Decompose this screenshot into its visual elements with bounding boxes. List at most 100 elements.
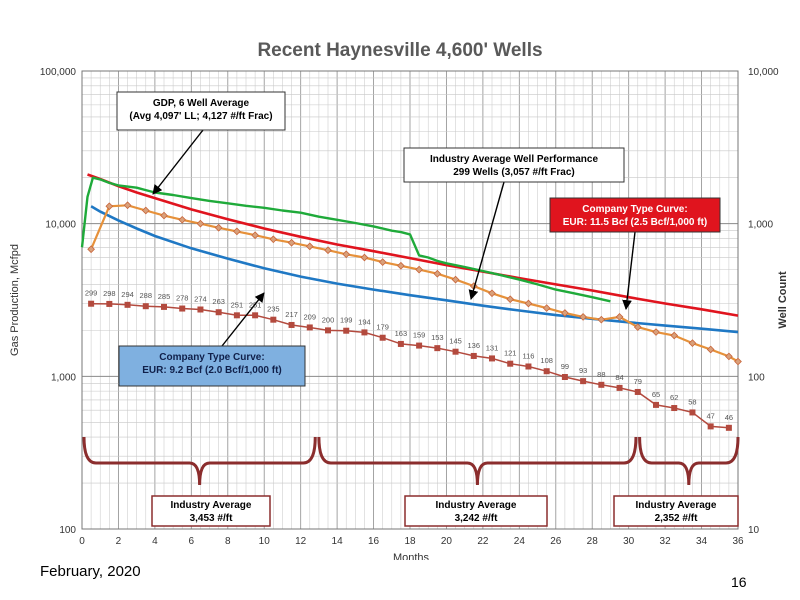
well-count-marker: [489, 355, 495, 362]
haynesville-chart: Recent Haynesville 4,600' Wells 0 2 4 6 8 10 1…: [9, 40, 789, 564]
industry-average-marker: [542, 304, 551, 312]
industry-average-marker: [633, 323, 642, 332]
well-count-data-label: 153: [431, 333, 444, 342]
well-count-marker: [270, 316, 277, 323]
well-count-marker: [580, 378, 587, 385]
x-tick-label: 36: [732, 536, 744, 547]
well-count-data-label: 209: [304, 312, 317, 321]
well-count-marker: [543, 368, 550, 375]
well-count-marker: [616, 384, 623, 391]
callout-box-gdp: [116, 91, 286, 131]
well-count-data-label: 93: [579, 366, 587, 375]
y-right-tick-label: 10,000: [748, 67, 779, 78]
y-right-tick-label: 100: [748, 372, 765, 383]
x-axis-label: Months: [393, 552, 430, 560]
well-count-data-label: 47: [706, 411, 714, 420]
callout-arrow: [468, 181, 505, 300]
callout-box-blue: [118, 345, 306, 387]
well-count-data-label: 145: [449, 337, 462, 346]
well-count-data-label: 159: [413, 331, 426, 340]
industry-average-marker: [160, 211, 168, 220]
company-type-curve-red-line: [87, 173, 739, 317]
industry-average-marker: [233, 227, 241, 236]
x-tick-label: 20: [441, 536, 453, 547]
callout-arrow: [221, 292, 265, 347]
company-type-curve-blue-line: [90, 205, 739, 334]
well-count-data-label: 65: [652, 390, 660, 399]
well-count-marker: [689, 409, 696, 416]
x-tick-label: 4: [152, 536, 158, 547]
industry-average-marker: [105, 202, 114, 211]
well-count-data-label: 278: [176, 294, 189, 303]
callout-text-blue: EUR: 9.2 Bcf (2.0 Bcf/1,000 ft): [142, 365, 282, 376]
bracket-label-box-b3: [613, 495, 739, 527]
industry-average-marker: [561, 309, 569, 317]
industry-average-marker: [652, 328, 660, 336]
well-count-data-label: 88: [597, 370, 605, 379]
bracket-label-text-b1: 3,453 #/ft: [190, 513, 233, 524]
callout-text-industry: 299 Wells (3,057 #/ft Frac): [453, 167, 575, 178]
well-count-data-label: 131: [486, 343, 499, 352]
x-tick-label: 24: [514, 536, 526, 547]
well-count-marker: [634, 388, 641, 395]
industry-average-marker: [378, 258, 387, 266]
industry-average-marker: [706, 345, 715, 354]
x-tick-label: 30: [623, 536, 635, 547]
well-count-data-label: 136: [468, 341, 481, 350]
well-count-marker: [561, 373, 568, 380]
well-count-marker: [470, 352, 477, 359]
y-left-tick-label: 10,000: [45, 220, 76, 231]
well-count-data-label: 108: [540, 356, 553, 365]
x-tick-label: 10: [259, 536, 271, 547]
industry-average-marker: [488, 289, 496, 298]
well-count-data-label: 99: [561, 362, 569, 371]
callout-text-blue: Company Type Curve:: [159, 352, 264, 363]
x-tick-label: 14: [332, 536, 344, 547]
bracket-label-text-b3: Industry Average: [636, 500, 717, 511]
well-count-data-label: 298: [103, 289, 116, 298]
annotations: GDP, 6 Well Average (Avg 4,097' LL; 4,127…: [82, 91, 740, 527]
well-count-marker: [507, 360, 514, 367]
well-count-marker: [306, 324, 313, 331]
x-tick-label: 8: [225, 536, 231, 547]
callout-text-gdp: GDP, 6 Well Average: [153, 98, 250, 109]
industry-average-marker: [597, 315, 606, 324]
x-tick-label: 34: [696, 536, 708, 547]
well-count-marker: [343, 327, 350, 334]
well-count-marker: [671, 405, 678, 412]
well-count-marker: [233, 312, 240, 319]
x-tick-label: 2: [116, 536, 122, 547]
well-count-marker: [434, 345, 441, 352]
series-layer: 2992982942882852782742632512512352172092…: [80, 173, 742, 431]
callout-arrow: [152, 129, 204, 195]
bracket-label-text-b3: 2,352 #/ft: [655, 513, 698, 524]
y-right-tick-label: 1,000: [748, 220, 773, 231]
well-count-marker: [288, 321, 295, 328]
y-axis-right-label: Well Count: [777, 271, 789, 329]
x-tick-label: 22: [477, 536, 489, 547]
industry-average-marker: [451, 275, 460, 284]
well-count-marker: [397, 340, 404, 347]
well-count-data-label: 121: [504, 349, 517, 358]
gdp-average-line: [80, 176, 611, 303]
industry-average-marker: [269, 235, 278, 244]
well-count-data-label: 116: [522, 351, 534, 360]
bracket-label-text-b2: 3,242 #/ft: [455, 513, 498, 524]
industry-average-marker: [251, 231, 259, 240]
well-count-data-label: 199: [340, 316, 353, 325]
y-left-tick-label: 100,000: [40, 67, 77, 78]
x-tick-label: 6: [189, 536, 195, 547]
industry-average-marker: [324, 246, 332, 255]
callout-box-industry: [403, 147, 625, 183]
industry-average-marker: [524, 299, 533, 308]
well-count-marker: [325, 327, 331, 334]
x-tick-label: 16: [368, 536, 380, 547]
well-count-marker: [525, 363, 532, 370]
well-count-marker: [252, 312, 259, 319]
well-count-marker: [179, 305, 186, 312]
industry-average-marker: [506, 295, 515, 304]
x-tick-label: 12: [295, 536, 307, 547]
bracket-label-box-b2: [404, 495, 548, 527]
well-count-marker: [653, 401, 659, 408]
well-count-data-label: 194: [358, 317, 371, 326]
